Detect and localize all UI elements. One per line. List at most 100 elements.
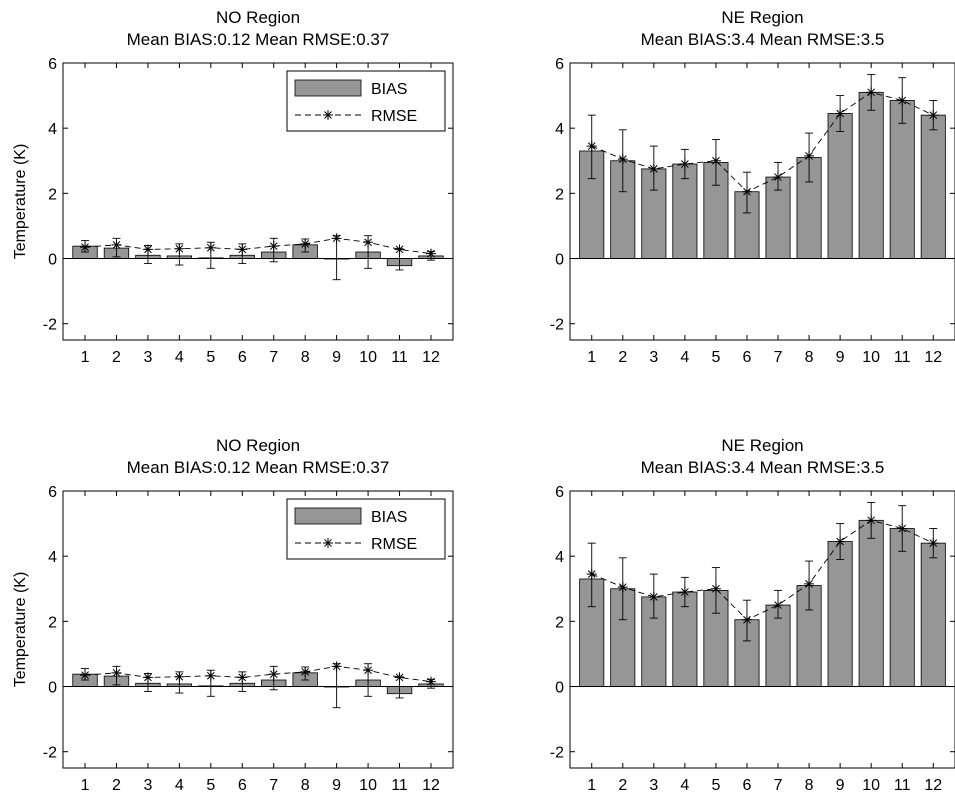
x-tick-label: 10 bbox=[862, 349, 880, 366]
x-tick-label: 5 bbox=[711, 777, 720, 794]
rmse-line bbox=[591, 519, 934, 621]
y-tick-label: 0 bbox=[48, 680, 57, 697]
marker-stroke bbox=[743, 187, 751, 196]
y-tick-label: 0 bbox=[48, 252, 57, 269]
x-tick-label: 12 bbox=[422, 349, 440, 366]
rmse-marker bbox=[741, 186, 752, 197]
marker-stroke bbox=[332, 234, 341, 243]
bias-bar bbox=[858, 91, 884, 259]
legend-rmse-marker bbox=[324, 539, 332, 547]
x-tick-label: 8 bbox=[301, 349, 310, 366]
marker-stroke bbox=[112, 240, 121, 249]
marker-stroke bbox=[712, 156, 720, 165]
y-tick-label: 4 bbox=[48, 549, 57, 566]
marker-stroke bbox=[867, 516, 876, 525]
rmse-marker bbox=[300, 238, 311, 249]
marker-stroke bbox=[587, 570, 596, 578]
chart-title: NO Region bbox=[216, 436, 300, 455]
marker-stroke bbox=[332, 662, 341, 671]
marker-stroke bbox=[427, 249, 435, 258]
rmse-marker bbox=[586, 569, 597, 580]
bias-bar bbox=[889, 100, 915, 259]
x-tick-label: 1 bbox=[587, 777, 596, 794]
marker-stroke bbox=[618, 583, 627, 591]
rmse-marker bbox=[394, 244, 405, 255]
x-tick-label: 5 bbox=[711, 349, 720, 366]
y-tick-label: 6 bbox=[48, 56, 57, 73]
x-tick-label: 7 bbox=[774, 349, 783, 366]
rmse-marker bbox=[111, 239, 122, 250]
y-tick-label: 2 bbox=[555, 186, 564, 203]
legend: BIAS RMSE bbox=[286, 498, 446, 560]
marker-stroke bbox=[364, 666, 372, 675]
legend-rmse-marker bbox=[324, 111, 332, 119]
plot-frame bbox=[569, 62, 955, 341]
rmse-marker bbox=[710, 583, 721, 594]
bias-bar bbox=[889, 528, 915, 687]
x-tick-label: 1 bbox=[587, 349, 596, 366]
x-tick-label: 7 bbox=[269, 349, 278, 366]
rmse-marker bbox=[741, 614, 752, 625]
marker-stroke bbox=[898, 524, 907, 533]
x-tick-label: 9 bbox=[836, 777, 845, 794]
y-tick-label: 4 bbox=[555, 121, 564, 138]
legend-bias-label: BIAS bbox=[371, 81, 407, 98]
marker-stroke bbox=[712, 584, 720, 593]
marker-stroke bbox=[681, 160, 689, 168]
y-tick-label: 6 bbox=[555, 484, 564, 501]
x-tick-label: 2 bbox=[618, 777, 627, 794]
rmse-marker bbox=[773, 600, 784, 611]
x-tick-label: 3 bbox=[143, 777, 152, 794]
legend-bias-label: BIAS bbox=[371, 509, 407, 526]
x-tick-label: 12 bbox=[924, 777, 942, 794]
x-tick-label: 4 bbox=[680, 777, 689, 794]
marker-stroke bbox=[929, 111, 938, 119]
marker-stroke bbox=[587, 142, 596, 150]
y-tick-label: 0 bbox=[555, 680, 564, 697]
rmse-marker bbox=[80, 670, 91, 681]
x-tick-label: 2 bbox=[112, 349, 121, 366]
rmse-marker bbox=[300, 666, 311, 677]
x-tick-label: 6 bbox=[238, 349, 247, 366]
chart-title: NE Region bbox=[721, 436, 803, 455]
rmse-marker bbox=[363, 665, 374, 676]
x-tick-label: 12 bbox=[924, 349, 942, 366]
rmse-marker bbox=[804, 150, 815, 161]
marker-stroke bbox=[81, 671, 89, 679]
marker-stroke bbox=[774, 601, 782, 609]
rmse-marker bbox=[679, 159, 690, 170]
marker-stroke bbox=[144, 245, 152, 254]
marker-stroke bbox=[395, 673, 404, 682]
bias-bar bbox=[920, 114, 946, 259]
x-tick-label: 10 bbox=[359, 349, 377, 366]
rmse-marker bbox=[773, 172, 784, 183]
rmse-marker bbox=[710, 155, 721, 166]
marker-stroke bbox=[649, 165, 658, 173]
rmse-marker bbox=[648, 591, 659, 602]
x-tick-label: 11 bbox=[894, 349, 911, 366]
rmse-marker bbox=[425, 676, 436, 687]
bias-bar bbox=[765, 604, 791, 687]
marker-stroke bbox=[649, 593, 658, 601]
rmse-marker bbox=[142, 672, 153, 683]
rmse-marker bbox=[205, 670, 216, 681]
marker-stroke bbox=[774, 173, 782, 181]
rmse-marker bbox=[268, 669, 279, 680]
bias-bar bbox=[827, 541, 853, 687]
rmse-marker bbox=[111, 667, 122, 678]
chart-subtitle: Mean BIAS:0.12 Mean RMSE:0.37 bbox=[127, 458, 390, 477]
marker-stroke bbox=[269, 242, 278, 250]
rmse-marker bbox=[80, 242, 91, 253]
marker-stroke bbox=[206, 671, 215, 680]
legend-bias-swatch bbox=[294, 507, 362, 525]
bias-bar bbox=[765, 176, 791, 259]
rmse-marker bbox=[174, 243, 185, 254]
plot-frame bbox=[62, 62, 454, 341]
rmse-marker bbox=[331, 233, 342, 244]
x-tick-label: 4 bbox=[175, 349, 184, 366]
legend-rmse-label: RMSE bbox=[371, 108, 417, 125]
marker-stroke bbox=[427, 677, 435, 686]
marker-stroke bbox=[81, 243, 89, 251]
marker-stroke bbox=[898, 96, 907, 105]
